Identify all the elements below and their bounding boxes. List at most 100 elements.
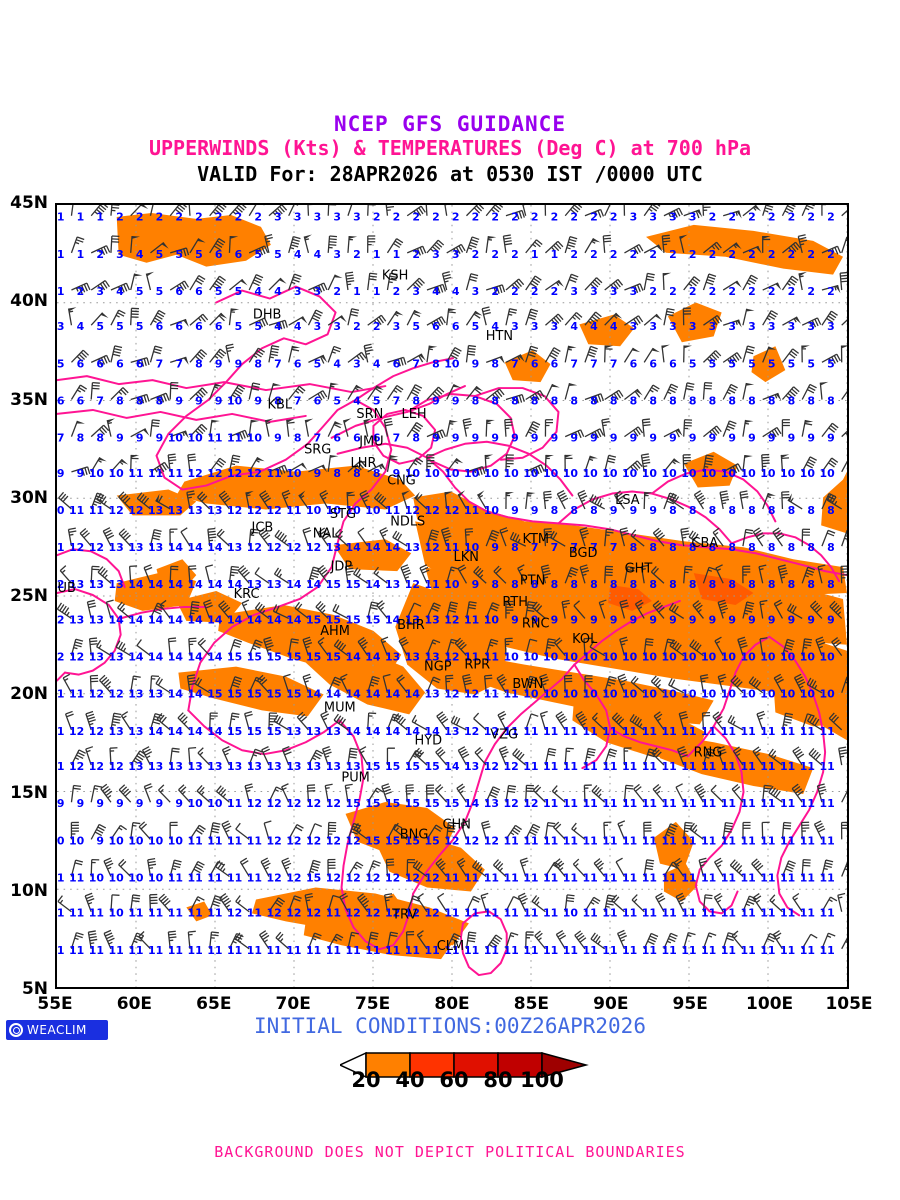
temperature-value: 10	[760, 651, 776, 664]
wind-barb	[505, 895, 521, 913]
temperature-value: 10	[543, 651, 559, 664]
wind-barb	[169, 318, 189, 327]
temperature-value: 9	[96, 797, 104, 810]
wind-barb	[584, 277, 603, 291]
temperature-value: 3	[807, 320, 815, 333]
temperature-value: 11	[128, 944, 143, 957]
temperature-value: 11	[543, 907, 558, 920]
temperature-value: 10	[484, 467, 500, 480]
wind-barb	[504, 637, 513, 656]
wind-barb	[781, 275, 799, 291]
wind-barb	[384, 893, 393, 912]
temperature-value: 9	[156, 432, 164, 445]
title-line-agency: NCEP GFS GUIDANCE	[334, 112, 566, 136]
temperature-value: 8	[689, 578, 697, 591]
temperature-value: 10	[701, 688, 717, 701]
wind-barb	[493, 859, 507, 878]
wind-barb	[225, 343, 234, 363]
wind-barb	[759, 637, 768, 656]
temperature-value: 8	[491, 578, 499, 591]
wind-barb	[268, 383, 282, 400]
temperature-value: 11	[760, 907, 775, 920]
temperature-value: 7	[294, 394, 302, 407]
wind-barb	[505, 354, 525, 363]
wind-barb	[762, 310, 779, 326]
wind-barb	[623, 566, 636, 584]
wind-barb	[70, 349, 90, 363]
wind-barb	[248, 382, 261, 400]
temperature-value: 5	[709, 357, 717, 370]
temperature-value: 8	[630, 578, 638, 591]
temperature-value: 2	[570, 211, 578, 224]
temperature-value: 14	[168, 725, 184, 738]
wind-barb	[273, 567, 290, 584]
wind-barb	[216, 528, 230, 547]
wind-barb	[347, 861, 364, 877]
temperature-value: 11	[681, 834, 696, 847]
wind-barb	[228, 454, 241, 472]
temperature-value: 13	[109, 578, 124, 591]
temperature-value: 10	[69, 834, 85, 847]
temperature-value: 12	[57, 651, 64, 664]
temperature-value: 12	[89, 760, 104, 773]
wind-barb	[386, 931, 398, 949]
temperature-value: 2	[827, 285, 835, 298]
temperature-value: 11	[741, 797, 756, 810]
temperature-value: 8	[649, 541, 657, 554]
temperature-value: 2	[689, 248, 697, 261]
temperature-value: 11	[622, 725, 637, 738]
wind-barb	[264, 234, 273, 254]
temperature-value: 4	[610, 320, 618, 333]
temperature-value: 6	[314, 394, 322, 407]
wind-barb	[406, 858, 415, 877]
wind-barb	[105, 599, 114, 619]
wind-barb	[481, 820, 491, 840]
temperature-value: 2	[669, 285, 677, 298]
city-label: HYD	[415, 734, 443, 749]
wind-barb	[841, 319, 847, 326]
wind-barb	[106, 418, 115, 437]
temperature-value: 10	[109, 907, 125, 920]
temperature-value: 13	[148, 504, 163, 517]
temperature-value: 2	[491, 285, 499, 298]
wind-barb	[411, 714, 428, 731]
temperature-value: 8	[768, 504, 776, 517]
wind-barb	[710, 784, 724, 803]
temperature-value: 12	[444, 613, 459, 626]
wind-barb	[209, 205, 227, 217]
temperature-value: 14	[365, 651, 381, 664]
temperature-value: 11	[602, 797, 617, 810]
wind-barb	[457, 746, 470, 766]
temperature-value: 11	[444, 541, 459, 554]
temperature-value: 13	[128, 725, 143, 738]
temperature-value: 13	[109, 541, 124, 554]
temperature-value: 2	[452, 211, 460, 224]
temperature-value: 3	[432, 248, 440, 261]
wind-barb	[120, 711, 132, 731]
wind-barb	[661, 234, 671, 253]
temperature-value: 13	[89, 613, 104, 626]
temperature-value: 10	[760, 688, 776, 701]
wind-barb	[702, 273, 717, 291]
wind-barb	[742, 345, 755, 363]
temperature-value: 13	[286, 725, 301, 738]
temperature-value: 7	[175, 357, 183, 370]
wind-barb	[505, 600, 514, 619]
temperature-value: 12	[346, 907, 361, 920]
temperature-value: 6	[195, 320, 203, 333]
wind-barb	[781, 419, 790, 437]
wind-barb	[712, 527, 724, 547]
y-axis-tick-label: 25N	[10, 586, 48, 606]
temperature-value: 11	[642, 944, 657, 957]
wind-barb	[187, 930, 196, 949]
wind-barb	[552, 821, 566, 840]
temperature-value: 6	[235, 248, 243, 261]
temperature-value: 9	[570, 613, 578, 626]
temperature-value: 9	[254, 394, 262, 407]
wind-barb	[807, 714, 823, 731]
temperature-value: 11	[385, 504, 400, 517]
wind-barb	[801, 205, 815, 216]
city-label: CBA	[691, 536, 718, 551]
temperature-value: 10	[57, 504, 65, 517]
temperature-value: 9	[215, 394, 223, 407]
